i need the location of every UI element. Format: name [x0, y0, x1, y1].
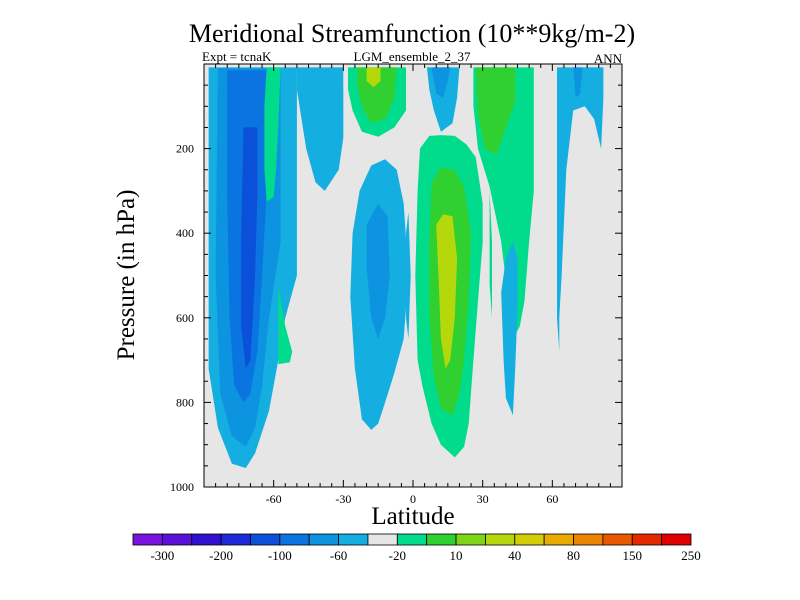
- colorbar-swatch: [485, 533, 516, 546]
- colorbar-swatch: [279, 533, 310, 546]
- contour-nh-hadley-core: [436, 214, 458, 369]
- x-tick-label: -30: [335, 492, 351, 506]
- colorbar-labels: -300 -200 -100 -60 -20 10 40 80 150 250: [150, 548, 700, 563]
- contour-nh-polar: [557, 67, 604, 352]
- colorbar-swatch: [514, 533, 545, 546]
- contour-sh-upper-cell: [296, 67, 344, 191]
- colorbar-swatch: [161, 533, 193, 546]
- colorbar-swatch: [661, 533, 692, 546]
- colorbar-label: -20: [389, 548, 406, 563]
- x-axis-label: Latitude: [371, 503, 454, 530]
- contour-nh-lower-negative: [501, 241, 518, 416]
- colorbar-label: 10: [450, 548, 463, 563]
- contour-sh-ferrel-band: [264, 67, 281, 202]
- colorbar-swatch: [367, 533, 398, 546]
- x-tick-labels: -60 -30 0 30 60: [266, 492, 559, 506]
- y-tick-label: 800: [176, 395, 194, 409]
- colorbar-swatch: [602, 533, 633, 546]
- colorbar-swatch: [573, 533, 604, 546]
- colorbar-label: -200: [209, 548, 233, 563]
- colorbar-swatch: [220, 533, 251, 546]
- colorbar-swatch: [426, 533, 457, 546]
- contour-nh-polar-inner: [573, 67, 583, 98]
- y-tick-label: 400: [176, 226, 194, 240]
- experiment-label: Expt = tcnaK: [202, 49, 272, 64]
- colorbar-swatch: [543, 533, 574, 546]
- colorbar-swatch: [250, 533, 281, 546]
- contour-sh-cell-core: [241, 127, 258, 369]
- y-tick-label: 1000: [170, 480, 194, 494]
- colorbar-swatch: [308, 533, 339, 546]
- x-tick-label: -60: [266, 492, 282, 506]
- season-label: ANN: [594, 51, 623, 66]
- colorbar-label: 80: [567, 548, 580, 563]
- contour-nh-midlat-sliver: [489, 190, 492, 318]
- contour-nh-midlat-inner: [475, 67, 516, 155]
- colorbar-label: -60: [330, 548, 347, 563]
- colorbar-label: -100: [268, 548, 292, 563]
- colorbar-swatch: [338, 533, 369, 546]
- colorbar-swatch: [631, 533, 663, 546]
- contour-sh-subtropic-core: [366, 67, 381, 88]
- colorbar-label: -300: [150, 548, 174, 563]
- colorbar-label: 40: [508, 548, 521, 563]
- colorbar: [132, 533, 692, 546]
- x-tick-label: 0: [410, 492, 416, 506]
- ensemble-label: LGM_ensemble_2_37: [354, 49, 471, 64]
- y-tick-labels: 200 400 600 800 1000: [170, 142, 194, 494]
- colorbar-swatch: [396, 533, 428, 546]
- colorbar-label: 250: [681, 548, 701, 563]
- axis-ticks: [204, 64, 622, 488]
- contour-eq-sliver: [406, 212, 411, 339]
- colorbar-swatch: [191, 533, 222, 546]
- chart-title: Meridional Streamfunction (10**9kg/m-2): [189, 19, 635, 48]
- contour-sh-ferrel-low: [278, 286, 293, 365]
- colorbar-label: 150: [623, 548, 643, 563]
- contour-regions: [208, 67, 604, 469]
- y-tick-label: 200: [176, 142, 194, 156]
- contour-sh-hadley-inner: [366, 203, 390, 339]
- x-tick-label: 60: [546, 492, 558, 506]
- y-axis-label: Pressure (in hPa): [113, 190, 140, 361]
- x-tick-label: 30: [477, 492, 489, 506]
- y-tick-label: 600: [176, 311, 194, 325]
- colorbar-swatch: [455, 533, 486, 546]
- colorbar-swatch: [132, 533, 163, 546]
- contour-nh-upper-negative-inner: [431, 67, 451, 98]
